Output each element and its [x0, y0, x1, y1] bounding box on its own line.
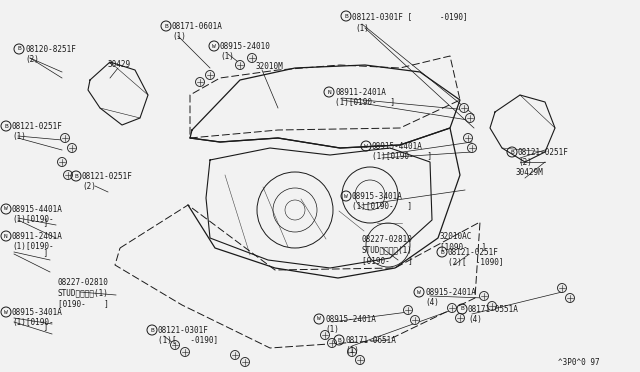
Circle shape — [248, 54, 257, 62]
Text: B: B — [4, 124, 8, 128]
Circle shape — [355, 356, 365, 365]
Text: 08911-2401A
(1)[0190-   ]: 08911-2401A (1)[0190- ] — [335, 88, 395, 108]
Text: N: N — [327, 90, 331, 94]
Circle shape — [195, 77, 205, 87]
Circle shape — [566, 294, 575, 302]
Text: 08121-0251F
(2): 08121-0251F (2) — [518, 148, 569, 167]
Text: B: B — [344, 13, 348, 19]
Circle shape — [236, 61, 244, 70]
Circle shape — [241, 357, 250, 366]
Text: 08120-8251F
(2): 08120-8251F (2) — [25, 45, 76, 64]
Text: 08227-02810
STUDスタッド(1)
[0190-    ]: 08227-02810 STUDスタッド(1) [0190- ] — [362, 235, 413, 265]
Text: W: W — [317, 317, 321, 321]
Text: W: W — [212, 44, 216, 48]
Text: 08121-0301F
(1)[   -0190]: 08121-0301F (1)[ -0190] — [158, 326, 218, 345]
Circle shape — [67, 144, 77, 153]
Text: B: B — [17, 46, 21, 51]
Circle shape — [447, 304, 456, 312]
Circle shape — [403, 305, 413, 314]
Text: W: W — [4, 310, 8, 314]
Text: 08121-0251F
(2)[  -1090]: 08121-0251F (2)[ -1090] — [448, 248, 504, 267]
Circle shape — [460, 103, 468, 112]
Text: 08915-2401A
(1): 08915-2401A (1) — [325, 315, 376, 334]
Text: N: N — [4, 234, 8, 238]
Circle shape — [328, 339, 337, 347]
Circle shape — [465, 113, 474, 122]
Circle shape — [205, 71, 214, 80]
Circle shape — [180, 347, 189, 356]
Circle shape — [463, 134, 472, 142]
Text: 30429M: 30429M — [515, 168, 543, 177]
Text: 08911-2401A
(1)[0190-: 08911-2401A (1)[0190- — [12, 232, 63, 251]
Text: B: B — [164, 23, 168, 29]
Text: 32010AC
[1090-   ]: 32010AC [1090- ] — [440, 232, 486, 251]
Text: B: B — [74, 173, 78, 179]
Circle shape — [170, 340, 179, 350]
Text: B: B — [460, 307, 464, 311]
Text: 08915-3401A
(1)[0190-: 08915-3401A (1)[0190- — [12, 308, 63, 327]
Text: B: B — [510, 150, 514, 154]
Text: 08227-02810
STUDスタッド(1)
[0190-    ]: 08227-02810 STUDスタッド(1) [0190- ] — [58, 278, 109, 308]
Text: B: B — [440, 250, 444, 254]
Text: ]: ] — [2, 248, 48, 257]
Text: 08915-4401A
(1)[0190-   ]: 08915-4401A (1)[0190- ] — [372, 142, 432, 161]
Text: B: B — [150, 327, 154, 333]
Text: 08171-0551A
(4): 08171-0551A (4) — [468, 305, 519, 324]
Text: 08915-2401A
(4): 08915-2401A (4) — [425, 288, 476, 307]
Text: 32010M: 32010M — [255, 62, 283, 71]
Circle shape — [557, 283, 566, 292]
Circle shape — [321, 330, 330, 340]
Circle shape — [456, 314, 465, 323]
Text: W: W — [4, 206, 8, 212]
Circle shape — [61, 134, 70, 142]
Text: 08915-3401A
(1)[0190-   ]: 08915-3401A (1)[0190- ] — [352, 192, 412, 211]
Circle shape — [467, 144, 477, 153]
Text: B: B — [337, 337, 341, 343]
Text: W: W — [344, 193, 348, 199]
Text: W: W — [417, 289, 421, 295]
Text: 08121-0301F [      -0190]: 08121-0301F [ -0190] — [352, 12, 468, 21]
Text: 30429: 30429 — [108, 60, 131, 69]
Text: 08121-0251F
(2): 08121-0251F (2) — [82, 172, 133, 192]
Circle shape — [410, 315, 419, 324]
Circle shape — [488, 301, 497, 311]
Text: 08915-24010
(1): 08915-24010 (1) — [220, 42, 271, 61]
Circle shape — [230, 350, 239, 359]
Text: 08121-0251F
(1): 08121-0251F (1) — [12, 122, 63, 141]
Text: W: W — [364, 144, 368, 148]
Circle shape — [58, 157, 67, 167]
Text: 08171-0651A
(1): 08171-0651A (1) — [345, 336, 396, 355]
Text: ^3P0^0 97: ^3P0^0 97 — [558, 358, 600, 367]
Text: ]: ] — [2, 322, 48, 331]
Text: ]: ] — [2, 218, 48, 227]
Circle shape — [348, 347, 356, 356]
Text: 08171-0601A
(1): 08171-0601A (1) — [172, 22, 223, 41]
Circle shape — [479, 292, 488, 301]
Text: (1): (1) — [355, 24, 369, 33]
Text: 08915-4401A
(1)[0190-: 08915-4401A (1)[0190- — [12, 205, 63, 224]
Circle shape — [63, 170, 72, 180]
